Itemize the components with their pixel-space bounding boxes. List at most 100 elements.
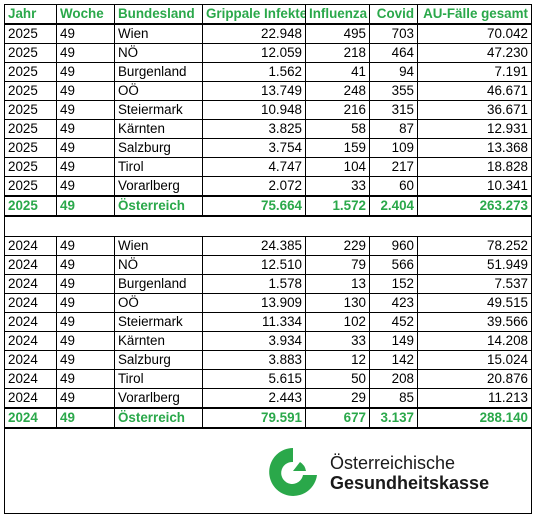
table-cell: 49	[56, 330, 115, 351]
table-cell: 2025	[4, 100, 57, 120]
table-cell: 2025	[4, 195, 57, 217]
table-cell: 3.825	[202, 119, 306, 139]
table-cell: 960	[369, 235, 418, 256]
table-row: 2024 49 OÖ 13.909 130 423 49.515	[4, 292, 532, 313]
table-cell: 49	[56, 254, 115, 275]
table-row: 2025 49 Steiermark 10.948 216 315 36.671	[4, 100, 532, 120]
table-cell: 1.578	[202, 273, 306, 294]
table-cell: NÖ	[114, 254, 203, 275]
table-cell: 208	[369, 368, 418, 389]
table-cell: 49	[56, 138, 115, 158]
table-cell: 217	[369, 157, 418, 177]
table-header-row: Jahr Woche Bundesland Grippale Infekte Influ…	[4, 4, 532, 25]
table-cell: 87	[369, 119, 418, 139]
table-cell: 20.876	[417, 368, 532, 389]
table-cell: 452	[369, 311, 418, 332]
table-cell: 70.042	[417, 23, 532, 44]
table-cell: NÖ	[114, 43, 203, 63]
table-cell: 7.537	[417, 273, 532, 294]
table-cell: 229	[305, 235, 370, 256]
table-cell: 12.931	[417, 119, 532, 139]
table-cell: 51.949	[417, 254, 532, 275]
table-cell: 2025	[4, 176, 57, 197]
table-total-row: 2024 49 Österreich 79.591 677 3.137 288.140	[4, 406, 532, 429]
table-cell: Wien	[114, 235, 203, 256]
table-cell: 2.443	[202, 387, 306, 408]
table-cell: 142	[369, 349, 418, 370]
table-cell: 49	[56, 235, 115, 256]
table-cell: 49	[56, 23, 115, 44]
table-cell: 2024	[4, 349, 57, 370]
table-cell: 49.515	[417, 292, 532, 313]
table-cell: Tirol	[114, 368, 203, 389]
table-cell: Kärnten	[114, 330, 203, 351]
table-cell: 49	[56, 311, 115, 332]
table-cell: 11.334	[202, 311, 306, 332]
table-cell: 248	[305, 81, 370, 101]
table-cell: 149	[369, 330, 418, 351]
table-cell: Österreich	[114, 195, 203, 217]
table-cell: Steiermark	[114, 311, 203, 332]
table-cell: 24.385	[202, 235, 306, 256]
table-cell: 703	[369, 23, 418, 44]
table-cell: 12	[305, 349, 370, 370]
table-cell: 2024	[4, 273, 57, 294]
table-cell: Kärnten	[114, 119, 203, 139]
table-cell: 10.948	[202, 100, 306, 120]
table-cell: 152	[369, 273, 418, 294]
table-cell: 2024	[4, 311, 57, 332]
table-cell: 2.072	[202, 176, 306, 197]
table-cell: 2025	[4, 62, 57, 82]
table-cell: Steiermark	[114, 100, 203, 120]
au-cases-table: Jahr Woche Bundesland Grippale Infekte Influ…	[4, 4, 532, 429]
table-row: 2024 49 NÖ 12.510 79 566 51.949	[4, 254, 532, 275]
table-cell: 355	[369, 81, 418, 101]
table-cell: 79.591	[202, 406, 306, 429]
table-cell: 49	[56, 62, 115, 82]
logo-line-1: Österreichische	[330, 453, 456, 473]
table-cell: 1.572	[305, 195, 370, 217]
table-row: 2025 49 NÖ 12.059 218 464 47.230	[4, 43, 532, 63]
table-cell: 49	[56, 292, 115, 313]
table-cell: Vorarlberg	[114, 176, 203, 197]
table-cell: 36.671	[417, 100, 532, 120]
table-cell: AU-Fälle gesamt	[417, 4, 532, 25]
table-cell: 85	[369, 387, 418, 408]
table-cell: 566	[369, 254, 418, 275]
table-cell: 5.615	[202, 368, 306, 389]
table-cell: 104	[305, 157, 370, 177]
table-cell: 94	[369, 62, 418, 82]
table-row: 2025 49 Vorarlberg 2.072 33 60 10.341	[4, 176, 532, 197]
table-cell: 49	[56, 349, 115, 370]
table-cell: 2025	[4, 157, 57, 177]
table-cell: 13.749	[202, 81, 306, 101]
table-cell: 49	[56, 176, 115, 197]
table-cell: 78.252	[417, 235, 532, 256]
table-row: 2025 49 Kärnten 3.825 58 87 12.931	[4, 119, 532, 139]
table-cell: 263.273	[417, 195, 532, 217]
table-cell: 7.191	[417, 62, 532, 82]
table-cell: 18.828	[417, 157, 532, 177]
table-cell: 4.747	[202, 157, 306, 177]
table-cell: OÖ	[114, 81, 203, 101]
table-row: 2025 49 Salzburg 3.754 159 109 13.368	[4, 138, 532, 158]
table-cell: 495	[305, 23, 370, 44]
table-row: 2024 49 Steiermark 11.334 102 452 39.566	[4, 311, 532, 332]
table-cell: 49	[56, 100, 115, 120]
table-cell: 102	[305, 311, 370, 332]
table-cell: 49	[56, 387, 115, 408]
table-cell: 13.368	[417, 138, 532, 158]
table-cell: Tirol	[114, 157, 203, 177]
table-cell: Salzburg	[114, 349, 203, 370]
table-cell: 49	[56, 368, 115, 389]
table-cell: 3.754	[202, 138, 306, 158]
table-cell: 3.934	[202, 330, 306, 351]
table-cell: 2024	[4, 368, 57, 389]
table-cell: Österreich	[114, 406, 203, 429]
table-cell: 216	[305, 100, 370, 120]
table-cell: 33	[305, 330, 370, 351]
table-cell: 130	[305, 292, 370, 313]
table-cell: 58	[305, 119, 370, 139]
table-cell: 75.664	[202, 195, 306, 217]
table-cell: 60	[369, 176, 418, 197]
